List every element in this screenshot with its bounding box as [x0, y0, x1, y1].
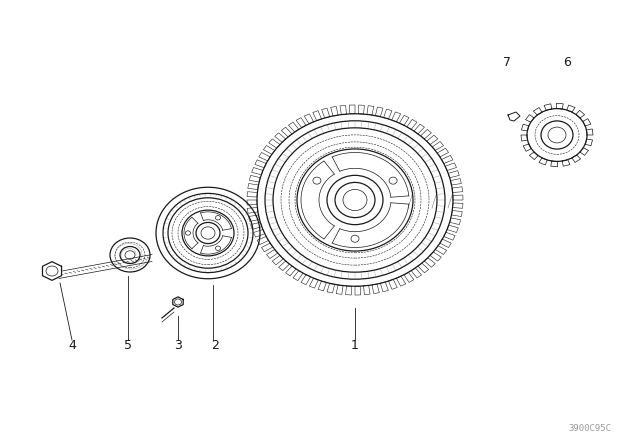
- Text: 2: 2: [211, 339, 219, 352]
- Text: 3900C95C: 3900C95C: [568, 423, 611, 432]
- Polygon shape: [173, 297, 183, 307]
- Text: 4: 4: [68, 339, 76, 352]
- Polygon shape: [42, 262, 61, 280]
- Text: 1: 1: [351, 339, 359, 352]
- Polygon shape: [508, 112, 520, 121]
- Text: 5: 5: [124, 339, 132, 352]
- Text: 7: 7: [503, 56, 511, 69]
- Text: 6: 6: [563, 56, 571, 69]
- Text: 3: 3: [174, 339, 182, 352]
